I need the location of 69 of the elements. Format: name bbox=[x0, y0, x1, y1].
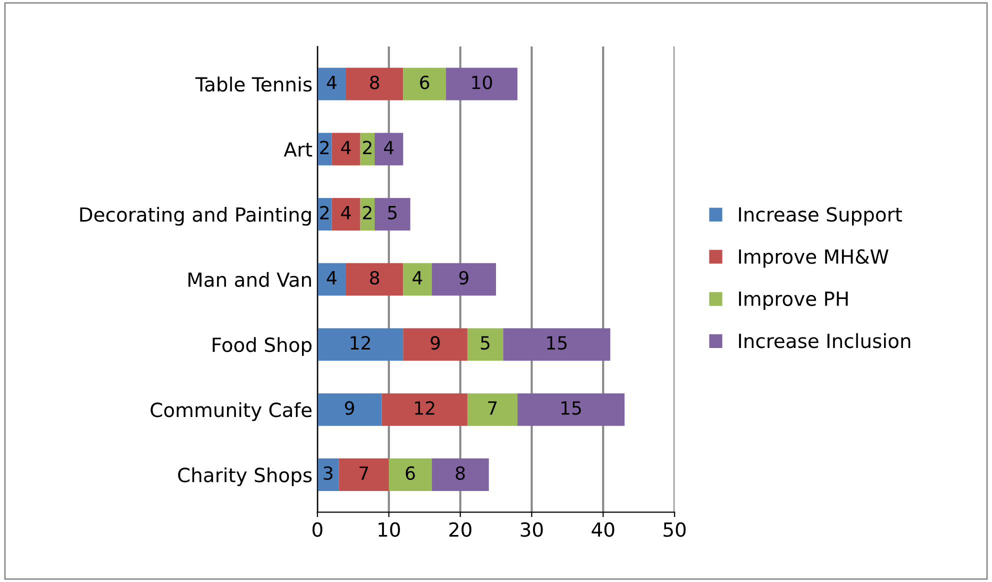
bar bbox=[374, 132, 404, 166]
data-label: 8 bbox=[370, 270, 380, 285]
data-label: 10 bbox=[472, 76, 492, 90]
data-label: 15 bbox=[547, 336, 567, 350]
x-tick-label: 40 bbox=[592, 522, 614, 537]
data-label: 12 bbox=[350, 336, 370, 350]
bar bbox=[467, 393, 518, 426]
data-label: 9 bbox=[430, 336, 440, 350]
legend-label: Improve PH bbox=[739, 292, 848, 310]
data-label: 6 bbox=[406, 466, 415, 480]
x-tick-label: 10 bbox=[378, 522, 400, 537]
data-label: 4 bbox=[412, 271, 422, 284]
y-tick-label: Man and Van bbox=[188, 272, 311, 288]
bar bbox=[346, 263, 404, 296]
bar bbox=[388, 458, 432, 491]
bar bbox=[446, 68, 518, 100]
bar bbox=[346, 68, 404, 100]
data-label: 12 bbox=[415, 401, 434, 415]
bar bbox=[432, 263, 496, 296]
y-tick-label: Decorating and Painting bbox=[80, 206, 311, 226]
legend-label: Improve MH&W bbox=[739, 249, 888, 268]
bar bbox=[467, 328, 504, 361]
bar bbox=[332, 198, 360, 231]
data-label: 7 bbox=[360, 466, 368, 480]
data-label: 15 bbox=[561, 401, 581, 415]
data-label: 2 bbox=[363, 206, 372, 220]
bar bbox=[338, 458, 389, 491]
bar bbox=[403, 328, 468, 361]
data-label: 5 bbox=[480, 336, 490, 350]
x-tick-label: 20 bbox=[449, 522, 472, 537]
y-tick-label: Table Tennis bbox=[195, 76, 312, 92]
data-label: 2 bbox=[363, 140, 372, 154]
data-label: 9 bbox=[459, 270, 468, 285]
x-tick-label: 50 bbox=[664, 522, 686, 537]
data-label: 9 bbox=[344, 401, 354, 415]
data-label: 4 bbox=[326, 271, 336, 284]
bar bbox=[317, 263, 346, 296]
y-tick-label: Art bbox=[284, 142, 312, 157]
bar bbox=[332, 132, 360, 166]
data-label: 8 bbox=[456, 466, 465, 480]
bar bbox=[317, 393, 382, 426]
legend-label: Increase Support bbox=[739, 207, 902, 226]
data-label: 6 bbox=[420, 76, 430, 90]
data-label: 2 bbox=[320, 206, 329, 220]
bar bbox=[317, 458, 339, 491]
data-label: 4 bbox=[341, 140, 351, 154]
bar bbox=[382, 393, 468, 426]
x-tick-label: 0 bbox=[312, 522, 322, 537]
data-label: 4 bbox=[384, 140, 394, 154]
legend-label: Increase Inclusion bbox=[739, 333, 910, 348]
data-label: 5 bbox=[388, 206, 397, 220]
data-label: 4 bbox=[341, 206, 351, 220]
data-label: 7 bbox=[488, 401, 497, 415]
bar bbox=[432, 458, 489, 491]
bar bbox=[403, 68, 446, 100]
data-label: 2 bbox=[320, 140, 329, 154]
bar bbox=[374, 198, 410, 231]
data-label: 3 bbox=[324, 466, 332, 480]
data-label: 4 bbox=[326, 76, 336, 89]
data-label: 8 bbox=[370, 76, 380, 90]
y-tick-label: Food Shop bbox=[212, 337, 312, 356]
bar bbox=[317, 68, 346, 100]
bar bbox=[503, 328, 610, 361]
bar bbox=[517, 393, 625, 426]
bar bbox=[317, 328, 404, 361]
y-tick-label: Community Cafe bbox=[150, 402, 312, 422]
y-tick-label: Charity Shops bbox=[178, 467, 312, 486]
bar bbox=[403, 263, 432, 296]
x-tick-label: 30 bbox=[520, 522, 543, 537]
